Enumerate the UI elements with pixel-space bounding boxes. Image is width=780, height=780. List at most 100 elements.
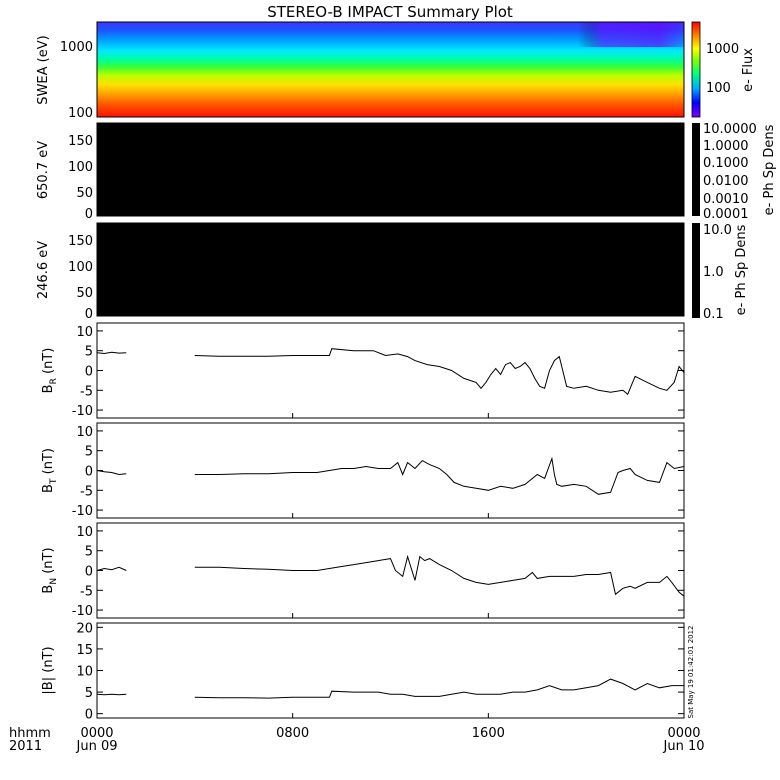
series-line-segment-0 [96, 351, 127, 355]
ytick-label: 15 [76, 643, 93, 658]
ylabel-unit: (nT) [41, 348, 56, 378]
pad-246-ytick-150: 150 [68, 234, 93, 249]
ylabel-main: B [41, 384, 56, 393]
pad-650-ytick-100: 100 [68, 160, 93, 175]
pad-650-colorbar [692, 123, 700, 216]
panel-frame [96, 522, 685, 619]
panel-swea-frame [96, 21, 685, 118]
panel-r-line: 10 5 0 -5 -10 BR (nT) [41, 322, 685, 419]
pad-246-ytick-0: 0 [85, 307, 93, 322]
series-line-segment-0 [96, 470, 127, 476]
ytick-label: -10 [72, 604, 93, 619]
ylabel: BR (nT) [41, 348, 59, 394]
ytick-label: 10 [76, 525, 93, 540]
ytick-label: 10 [76, 325, 93, 340]
swea-ytick-100: 100 [68, 106, 93, 121]
plot-title: STEREO-B IMPACT Summary Plot [267, 3, 513, 21]
ylabel: BN (nT) [41, 547, 59, 593]
swea-cbar-label: e- Flux [741, 48, 756, 92]
pad-650-cbar-tick-4: 0.0010 [703, 192, 749, 207]
xaxis-row2-label: 2011 [9, 739, 42, 754]
pad-650-cbar-tick-3: 0.0100 [703, 174, 749, 189]
ytick-label: 10 [76, 425, 93, 440]
swea-late-shift [97, 22, 684, 47]
pad-650-ylabel: 650.7 eV [36, 141, 51, 199]
pad-650-spectrogram [96, 122, 685, 217]
ylabel-sub: R [49, 378, 59, 384]
series-line-segment-1 [194, 348, 685, 396]
pad-650-cbar-label: e- Ph Sp Dens [762, 124, 777, 215]
panel-246: 246.6 eV 150 100 50 0 10.0 1.0 0.1 e- Ph… [36, 222, 749, 322]
pad-246-colorbar [692, 223, 700, 318]
pad-246-spectrogram [96, 222, 685, 317]
pad-246-cbar-label: e- Ph Sp Dens [734, 224, 749, 315]
ytick-label: -10 [72, 404, 93, 419]
ylabel-main: B [41, 484, 56, 493]
xaxis-row1-label: hhmm [9, 726, 51, 741]
pad-246-ylabel: 246.6 eV [36, 241, 51, 299]
panel-frame [96, 422, 685, 519]
panel-frame [96, 322, 685, 419]
ytick-label: 20 [76, 621, 93, 636]
swea-ylabel: SWEA (eV) [36, 35, 51, 104]
ytick-label: 0 [85, 565, 93, 580]
pad-650-ytick-150: 150 [68, 134, 93, 149]
ytick-label: -10 [72, 504, 93, 519]
series-line-segment-1 [194, 456, 685, 495]
series-line-segment-1 [194, 678, 684, 699]
ytick-label: 0 [85, 708, 93, 723]
ylabel-sub: N [49, 578, 59, 585]
swea-ytick-1000: 1000 [60, 40, 93, 55]
ylabel: BT (nT) [41, 448, 59, 493]
pad-650-ytick-50: 50 [76, 186, 93, 201]
xtick-label-date: Jun 10 [663, 739, 705, 754]
pad-650-ytick-0: 0 [85, 207, 93, 222]
pad-650-cbar-tick-5: 0.0001 [703, 207, 749, 222]
pad-246-cbar-tick-0: 10.0 [703, 223, 732, 238]
pad-650-cbar-tick-2: 0.1000 [703, 156, 749, 171]
xtick-label-time: 0800 [276, 726, 309, 741]
ytick-label: 0 [85, 465, 93, 480]
pad-650-cbar-tick-0: 10.0000 [703, 122, 757, 137]
panel-650: 650.7 eV 150 100 50 0 10.0000 1.0000 0.1… [36, 122, 777, 222]
ytick-label: -5 [80, 384, 93, 399]
pad-246-ytick-50: 50 [76, 286, 93, 301]
series-line-segment-0 [96, 566, 127, 571]
ytick-label: 5 [85, 445, 93, 460]
ylabel-main: |B| [41, 677, 56, 695]
ylabel-unit: (nT) [41, 646, 56, 676]
xtick-label-time: 1600 [472, 726, 505, 741]
xtick-label-time: 0000 [667, 726, 700, 741]
ytick-label: 5 [85, 686, 93, 701]
ylabel: |B| (nT) [41, 646, 56, 694]
panel-frame [96, 622, 685, 719]
pad-650-cbar-tick-1: 1.0000 [703, 139, 749, 154]
swea-cbar-tick-1000: 1000 [706, 42, 739, 57]
timestamp-stamp: Sat May 19 01:42:01 2012 [687, 625, 695, 718]
series-line-segment-1 [194, 554, 685, 597]
pad-246-cbar-tick-2: 0.1 [703, 307, 724, 322]
pad-246-ytick-100: 100 [68, 260, 93, 275]
ylabel-main: B [41, 585, 56, 594]
xtick-label-date: Jun 09 [76, 739, 118, 754]
ytick-label: 10 [76, 665, 93, 680]
ylabel-unit: (nT) [41, 448, 56, 478]
panel-swea: SWEA (eV) 1000 100 1000 100 e- Flux [36, 21, 756, 121]
xtick-label-time: 0000 [80, 726, 113, 741]
ytick-label: 5 [85, 545, 93, 560]
ylabel-unit: (nT) [41, 547, 56, 577]
ytick-label: 0 [85, 365, 93, 380]
panel-n-line: 10 5 0 -5 -10 BN (nT) [41, 522, 685, 619]
panel-t-line: 10 5 0 -5 -10 BT (nT) [41, 422, 685, 519]
ytick-label: 5 [85, 345, 93, 360]
pad-246-cbar-tick-1: 1.0 [703, 265, 724, 280]
ytick-label: -5 [80, 584, 93, 599]
ylabel-sub: T [49, 478, 59, 485]
ytick-label: -5 [80, 484, 93, 499]
panel-bmag-line: 20 15 10 5 0 |B| (nT) [41, 621, 685, 723]
swea-colorbar [691, 21, 701, 118]
swea-cbar-tick-100: 100 [706, 81, 731, 96]
